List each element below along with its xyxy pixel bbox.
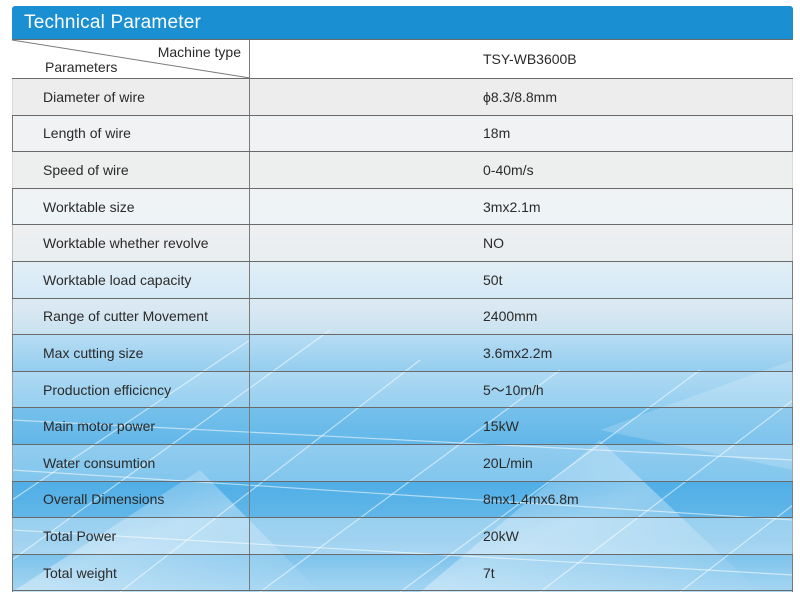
parameter-value-cell: 18m (250, 116, 793, 152)
table-bottom-border (12, 590, 793, 591)
header-bar: Technical Parameter (12, 6, 793, 39)
parameter-name: Total weight (43, 564, 117, 581)
table-row: Worktable size 3mx2.1m (12, 187, 793, 225)
table-row: Total Power 20kW (12, 517, 793, 554)
parameter-value: 20kW (483, 527, 519, 544)
parameter-value: 2400mm (483, 308, 538, 325)
parameter-name-cell: Diameter of wire (12, 79, 250, 115)
parameter-value-cell: 20L/min (250, 445, 793, 481)
parameter-value: 3mx2.1m (483, 198, 541, 215)
parameter-value: 7t (483, 564, 495, 581)
parameter-value: 3.6mx2.2m (483, 344, 553, 361)
parameter-value: 8mx1.4mx6.8m (483, 491, 579, 508)
parameter-value-cell: 2400mm (250, 299, 793, 335)
parameter-name-cell: Total Power (12, 518, 250, 554)
parameter-value-cell: ϕ8.3/8.8mm (250, 79, 793, 115)
parameter-name: Worktable whether revolve (43, 235, 209, 252)
diagonal-divider (12, 40, 250, 78)
parameter-name-cell: Worktable whether revolve (12, 225, 250, 261)
table-row: Diameter of wire ϕ8.3/8.8mm (12, 78, 793, 115)
parameter-name: Range of cutter Movement (43, 308, 208, 325)
parameter-name-cell: Worktable load capacity (12, 262, 250, 298)
parameter-value: 18m (483, 125, 511, 142)
corner-header-cell: Machine type Parameters (12, 40, 250, 78)
parameter-name: Max cutting size (43, 344, 144, 361)
parameter-value-cell: 3mx2.1m (250, 189, 793, 225)
parameter-name: Worktable load capacity (43, 271, 192, 288)
parameter-name-cell: Water consumtion (12, 445, 250, 481)
parameter-name-cell: Total weight (12, 554, 250, 591)
parameter-name-cell: Range of cutter Movement (12, 298, 250, 335)
parameter-value-cell: 5～10m/h (250, 372, 793, 408)
table-row: Production efficicncy 5～10m/h (12, 370, 793, 408)
parameter-name: Overall Dimensions (43, 491, 165, 508)
parameter-name-cell: Length of wire (12, 115, 250, 152)
table-row: Worktable whether revolve NO (12, 224, 793, 261)
parameter-value-cell: NO (250, 225, 793, 261)
table-row: Max cutting size 3.6mx2.2m (12, 334, 793, 371)
parameter-name: Main motor power (43, 418, 156, 435)
parameter-value: NO (483, 235, 504, 252)
table-row: Speed of wire 0-40m/s (12, 151, 793, 188)
parameter-name-cell: Overall Dimensions (12, 481, 250, 518)
parameter-name: Length of wire (43, 125, 131, 142)
parameter-name-cell: Main motor power (12, 408, 250, 444)
parameter-value-cell: 50t (250, 262, 793, 298)
parameter-name-cell: Max cutting size (12, 335, 250, 371)
parameter-name: Worktable size (43, 198, 135, 215)
parameter-value: 5～10m/h (483, 381, 544, 398)
parameter-value: 50t (483, 271, 503, 288)
table-row: Worktable load capacity 50t (12, 261, 793, 298)
parameter-name-cell: Speed of wire (12, 152, 250, 188)
parameter-name: Speed of wire (43, 161, 129, 178)
table-row: Length of wire 18m (12, 114, 793, 152)
machine-type-label: Machine type (157, 44, 241, 60)
parameter-value: 20L/min (483, 454, 533, 471)
parameter-value-cell: 8mx1.4mx6.8m (250, 482, 793, 518)
machine-model: TSY-WB3600B (483, 51, 577, 67)
parameter-name: Total Power (43, 527, 117, 544)
table-row: Overall Dimensions 8mx1.4mx6.8m (12, 480, 793, 518)
parameter-name: Diameter of wire (43, 88, 145, 105)
parameter-name: Production efficicncy (43, 381, 172, 398)
parameter-name-cell: Production efficicncy (12, 371, 250, 408)
parameter-value-cell: 7t (250, 555, 793, 591)
parameters-label: Parameters (45, 59, 118, 75)
parameter-name-cell: Worktable size (12, 188, 250, 225)
table-row: Total weight 7t (12, 553, 793, 591)
parameter-value-cell: 3.6mx2.2m (250, 335, 793, 371)
parameter-name: Water consumtion (43, 454, 156, 471)
parameter-value: 0-40m/s (483, 161, 534, 178)
table-row: Range of cutter Movement 2400mm (12, 297, 793, 335)
parameter-value: 15kW (483, 418, 519, 435)
table-header-row: Machine type Parameters TSY-WB3600B (12, 39, 793, 78)
parameter-table (12, 39, 793, 592)
page-title: Technical Parameter (24, 12, 201, 33)
table-row: Water consumtion 20L/min (12, 444, 793, 481)
table-row: Main motor power 15kW (12, 407, 793, 444)
parameter-value: ϕ8.3/8.8mm (483, 88, 557, 105)
parameter-value-cell: 20kW (250, 518, 793, 554)
parameter-value-cell: 0-40m/s (250, 152, 793, 188)
machine-model-cell: TSY-WB3600B (250, 40, 793, 78)
parameter-value-cell: 15kW (250, 408, 793, 444)
